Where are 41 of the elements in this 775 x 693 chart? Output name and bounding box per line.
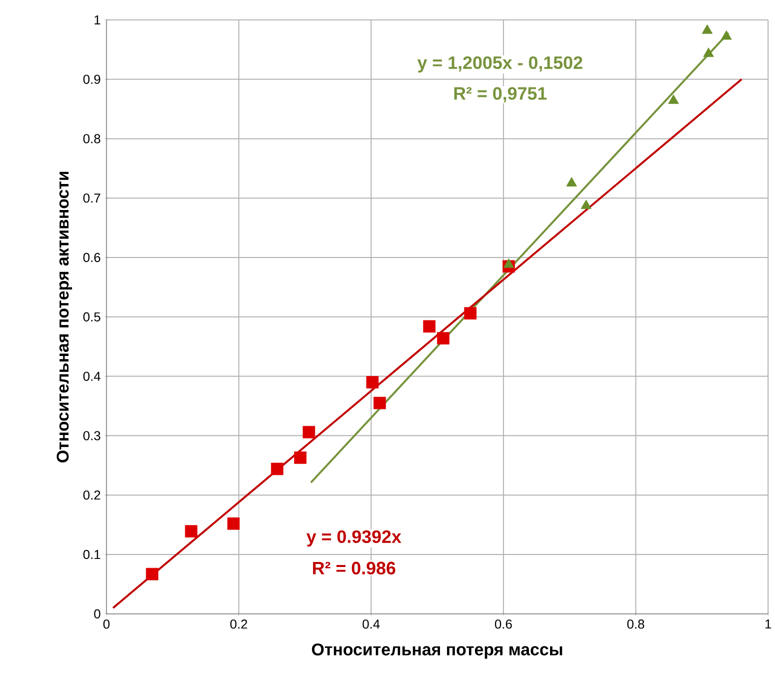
point: [294, 451, 306, 464]
point: [464, 306, 477, 320]
x-tick-label: 0.2: [230, 619, 248, 628]
y-tick-label: 0: [94, 609, 100, 618]
point: [146, 568, 158, 580]
x-tick-label: 0.4: [362, 619, 380, 628]
y-tick-label: 1: [94, 15, 100, 24]
point: [227, 517, 240, 530]
y-tick-label: 0.2: [83, 490, 100, 500]
point: [503, 258, 514, 268]
y-tick-label: 0.1: [83, 550, 100, 559]
y-tick-label: 0.5: [83, 312, 100, 322]
point: [366, 376, 379, 388]
x-tick-label: 1: [765, 619, 772, 628]
annotation: R² = 0,9751: [454, 86, 547, 102]
y-tick-label: 0.9: [83, 74, 100, 84]
x-tick-label: 0.8: [627, 619, 644, 628]
y-tick-label: 0.7: [83, 193, 100, 202]
point: [374, 396, 386, 409]
y-axis-title: Относительная потеря активности: [56, 172, 72, 462]
point: [184, 524, 198, 538]
y-tick-label: 0.3: [83, 430, 100, 440]
x-tick-label: 0: [103, 619, 110, 628]
annotation: y = 1,2005x - 0,1502: [417, 56, 582, 72]
point: [302, 426, 316, 438]
point: [437, 332, 450, 344]
point: [270, 462, 284, 475]
y-tick-label: 0.6: [83, 252, 100, 262]
x-tick-label: 0.6: [494, 619, 512, 628]
annotation: y = 0.9392x: [306, 530, 402, 546]
point: [721, 30, 732, 40]
point: [668, 94, 679, 104]
x-axis-title: Относительная потеря массы: [312, 643, 562, 659]
point: [702, 24, 713, 34]
point: [423, 320, 436, 332]
y-tick-label: 0.4: [83, 371, 100, 381]
point: [703, 47, 714, 57]
annotation: R² = 0.986: [313, 562, 396, 574]
point: [580, 199, 592, 209]
y-tick-label: 0.8: [83, 134, 100, 144]
point: [566, 176, 577, 186]
